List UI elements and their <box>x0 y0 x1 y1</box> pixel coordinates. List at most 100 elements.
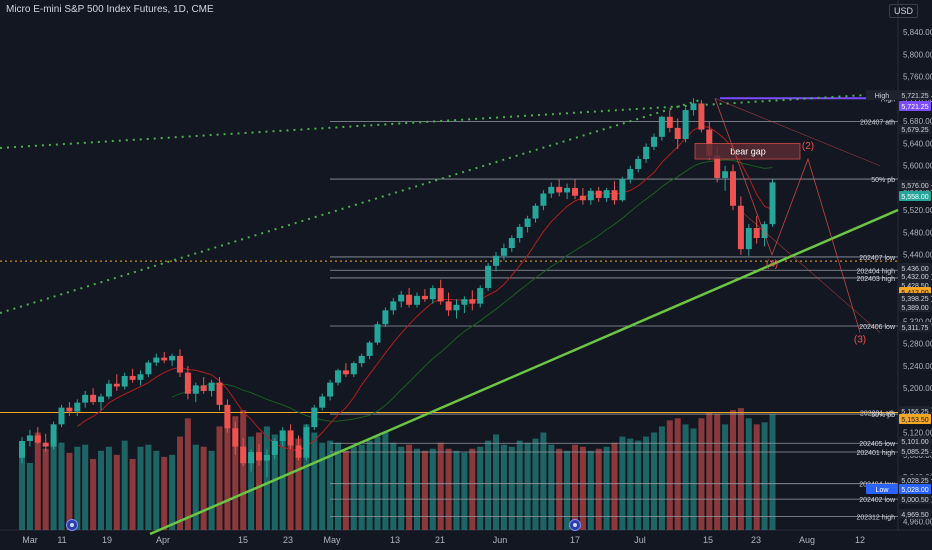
candle-body[interactable] <box>643 146 650 160</box>
candle-body[interactable] <box>366 342 373 356</box>
candle-body[interactable] <box>200 385 207 391</box>
candle-body[interactable] <box>390 301 397 311</box>
candle-body[interactable] <box>437 288 444 302</box>
candle-body[interactable] <box>682 110 689 140</box>
candle-body[interactable] <box>619 179 626 201</box>
candle-body[interactable] <box>722 171 729 178</box>
candle-body[interactable] <box>737 205 744 250</box>
candle-body[interactable] <box>105 383 112 397</box>
candle-body[interactable] <box>192 385 199 394</box>
candle-body[interactable] <box>651 136 657 147</box>
currency-button[interactable]: USD <box>888 4 918 18</box>
candle-body[interactable] <box>319 396 326 408</box>
candle-body[interactable] <box>516 226 523 239</box>
candle-body[interactable] <box>469 299 476 304</box>
candle-body[interactable] <box>240 446 247 464</box>
candle-body[interactable] <box>224 404 231 429</box>
candle-body[interactable] <box>698 103 705 130</box>
candle-body[interactable] <box>42 442 49 447</box>
candle-body[interactable] <box>374 324 381 343</box>
candle-body[interactable] <box>658 116 665 137</box>
candle-body[interactable] <box>500 248 507 256</box>
candle-body[interactable] <box>540 193 547 206</box>
candle-body[interactable] <box>532 205 539 219</box>
candle-body[interactable] <box>287 430 294 446</box>
candle-body[interactable] <box>453 304 460 311</box>
candle-body[interactable] <box>184 372 191 394</box>
candle-body[interactable] <box>137 374 144 380</box>
candle-body[interactable] <box>690 103 697 111</box>
candle-body[interactable] <box>635 159 642 170</box>
candle-body[interactable] <box>153 357 160 363</box>
candle-body[interactable] <box>161 357 168 361</box>
candle-body[interactable] <box>74 402 81 412</box>
candle-body[interactable] <box>58 407 65 425</box>
candle-body[interactable] <box>271 441 278 455</box>
candle-body[interactable] <box>335 370 341 383</box>
candle-body[interactable] <box>508 238 515 249</box>
candle-body[interactable] <box>98 396 104 403</box>
candle-body[interactable] <box>303 427 310 458</box>
candle-body[interactable] <box>714 155 721 178</box>
candle-body[interactable] <box>279 430 286 442</box>
candle-body[interactable] <box>769 182 776 225</box>
candle-body[interactable] <box>753 228 760 239</box>
candle-body[interactable] <box>256 452 262 461</box>
candle-body[interactable] <box>666 116 673 128</box>
candle-body[interactable] <box>485 265 492 289</box>
candle-body[interactable] <box>295 445 302 458</box>
candle-body[interactable] <box>82 394 89 403</box>
candle-body[interactable] <box>524 218 531 227</box>
candle-body[interactable] <box>556 186 563 193</box>
candle-body[interactable] <box>232 428 239 447</box>
candle-body[interactable] <box>263 454 270 461</box>
candle-body[interactable] <box>421 295 428 300</box>
candle-body[interactable] <box>579 195 586 201</box>
candle-body[interactable] <box>342 370 349 375</box>
candle-body[interactable] <box>358 355 365 364</box>
candle-body[interactable] <box>477 288 484 304</box>
time-axis[interactable]: Mar 11 19 Apr 15 23 May 13 21 Jun 17 Jul 15 23 Aug 12 <box>22 535 865 545</box>
candle-body[interactable] <box>90 394 97 403</box>
candle-body[interactable] <box>66 407 73 412</box>
candle-body[interactable] <box>611 190 618 201</box>
candle-body[interactable] <box>169 355 176 361</box>
candle-body[interactable] <box>548 186 555 194</box>
candle-body[interactable] <box>113 383 120 387</box>
candle-body[interactable] <box>429 288 436 300</box>
candle-body[interactable] <box>445 301 452 311</box>
candle-body[interactable] <box>493 255 499 266</box>
candle-body[interactable] <box>461 299 468 305</box>
candle-body[interactable] <box>382 310 389 325</box>
candle-body[interactable] <box>595 190 602 198</box>
candle-body[interactable] <box>121 375 128 387</box>
candle-body[interactable] <box>145 362 152 375</box>
candle-body[interactable] <box>674 127 681 140</box>
candle-body[interactable] <box>745 228 752 250</box>
candle-body[interactable] <box>587 190 594 201</box>
candle-body[interactable] <box>26 435 33 442</box>
candle-body[interactable] <box>406 294 413 305</box>
candle-body[interactable] <box>350 363 357 375</box>
candle-body[interactable] <box>216 382 223 405</box>
candle-body[interactable] <box>706 129 713 156</box>
candle-body[interactable] <box>327 382 334 397</box>
event-icon[interactable] <box>569 519 581 531</box>
candle-body[interactable] <box>129 375 136 380</box>
candle-body[interactable] <box>50 424 57 447</box>
candle-body[interactable] <box>627 169 634 180</box>
candle-body[interactable] <box>34 435 41 443</box>
candle-body[interactable] <box>414 295 420 305</box>
candle-body[interactable] <box>208 382 215 391</box>
candle-body[interactable] <box>564 187 571 193</box>
candle-body[interactable] <box>398 294 405 302</box>
candle-body[interactable] <box>603 190 610 198</box>
candle-body[interactable] <box>730 171 736 206</box>
candle-body[interactable] <box>177 355 183 373</box>
event-icon[interactable] <box>66 519 78 531</box>
candle-body[interactable] <box>311 407 318 428</box>
candle-body[interactable] <box>19 441 25 458</box>
candle-body[interactable] <box>761 224 768 239</box>
candlesticks[interactable] <box>19 98 776 478</box>
